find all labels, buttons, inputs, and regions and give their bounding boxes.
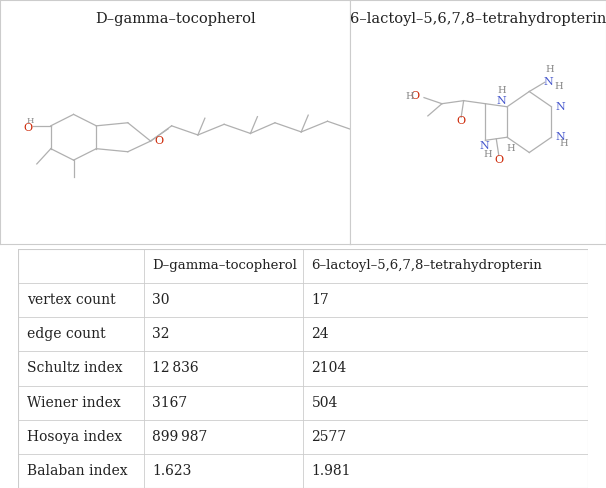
Text: 6–lactoyl–5,6,7,8–tetrahydropterin: 6–lactoyl–5,6,7,8–tetrahydropterin [311, 260, 542, 272]
Text: 12 836: 12 836 [152, 362, 199, 375]
Text: Wiener index: Wiener index [27, 396, 121, 409]
Text: Balaban index: Balaban index [27, 464, 127, 478]
Text: N: N [497, 96, 507, 106]
Text: 24: 24 [311, 327, 329, 341]
Text: H: H [507, 144, 515, 153]
Text: Hosoya index: Hosoya index [27, 430, 122, 444]
Text: H: H [497, 86, 506, 95]
Text: H: H [545, 65, 553, 74]
Text: N: N [544, 77, 553, 87]
Text: 504: 504 [311, 396, 338, 409]
Text: N: N [555, 132, 565, 142]
Text: O: O [410, 91, 419, 101]
Text: 2104: 2104 [311, 362, 347, 375]
Text: 32: 32 [152, 327, 170, 341]
Text: O: O [24, 123, 33, 133]
Text: N: N [479, 141, 489, 151]
Text: 2577: 2577 [311, 430, 347, 444]
Text: 1.981: 1.981 [311, 464, 351, 478]
Text: H: H [484, 150, 492, 160]
Text: D–gamma–tocopherol: D–gamma–tocopherol [95, 12, 256, 26]
Text: H: H [560, 139, 568, 148]
Text: O: O [494, 155, 504, 164]
Text: N: N [555, 102, 565, 112]
Text: 6–lactoyl–5,6,7,8–tetrahydropterin: 6–lactoyl–5,6,7,8–tetrahydropterin [350, 12, 606, 26]
Text: 899 987: 899 987 [152, 430, 207, 444]
Text: H: H [554, 82, 563, 91]
Text: H: H [405, 92, 415, 101]
Text: O: O [456, 117, 465, 126]
Text: O: O [155, 136, 164, 146]
Text: 3167: 3167 [152, 396, 187, 409]
Text: D–gamma–tocopherol: D–gamma–tocopherol [152, 260, 297, 272]
Text: vertex count: vertex count [27, 293, 115, 307]
Text: 1.623: 1.623 [152, 464, 191, 478]
Text: 17: 17 [311, 293, 329, 307]
Text: edge count: edge count [27, 327, 105, 341]
Text: 30: 30 [152, 293, 170, 307]
Text: Schultz index: Schultz index [27, 362, 122, 375]
Text: H: H [27, 117, 34, 125]
